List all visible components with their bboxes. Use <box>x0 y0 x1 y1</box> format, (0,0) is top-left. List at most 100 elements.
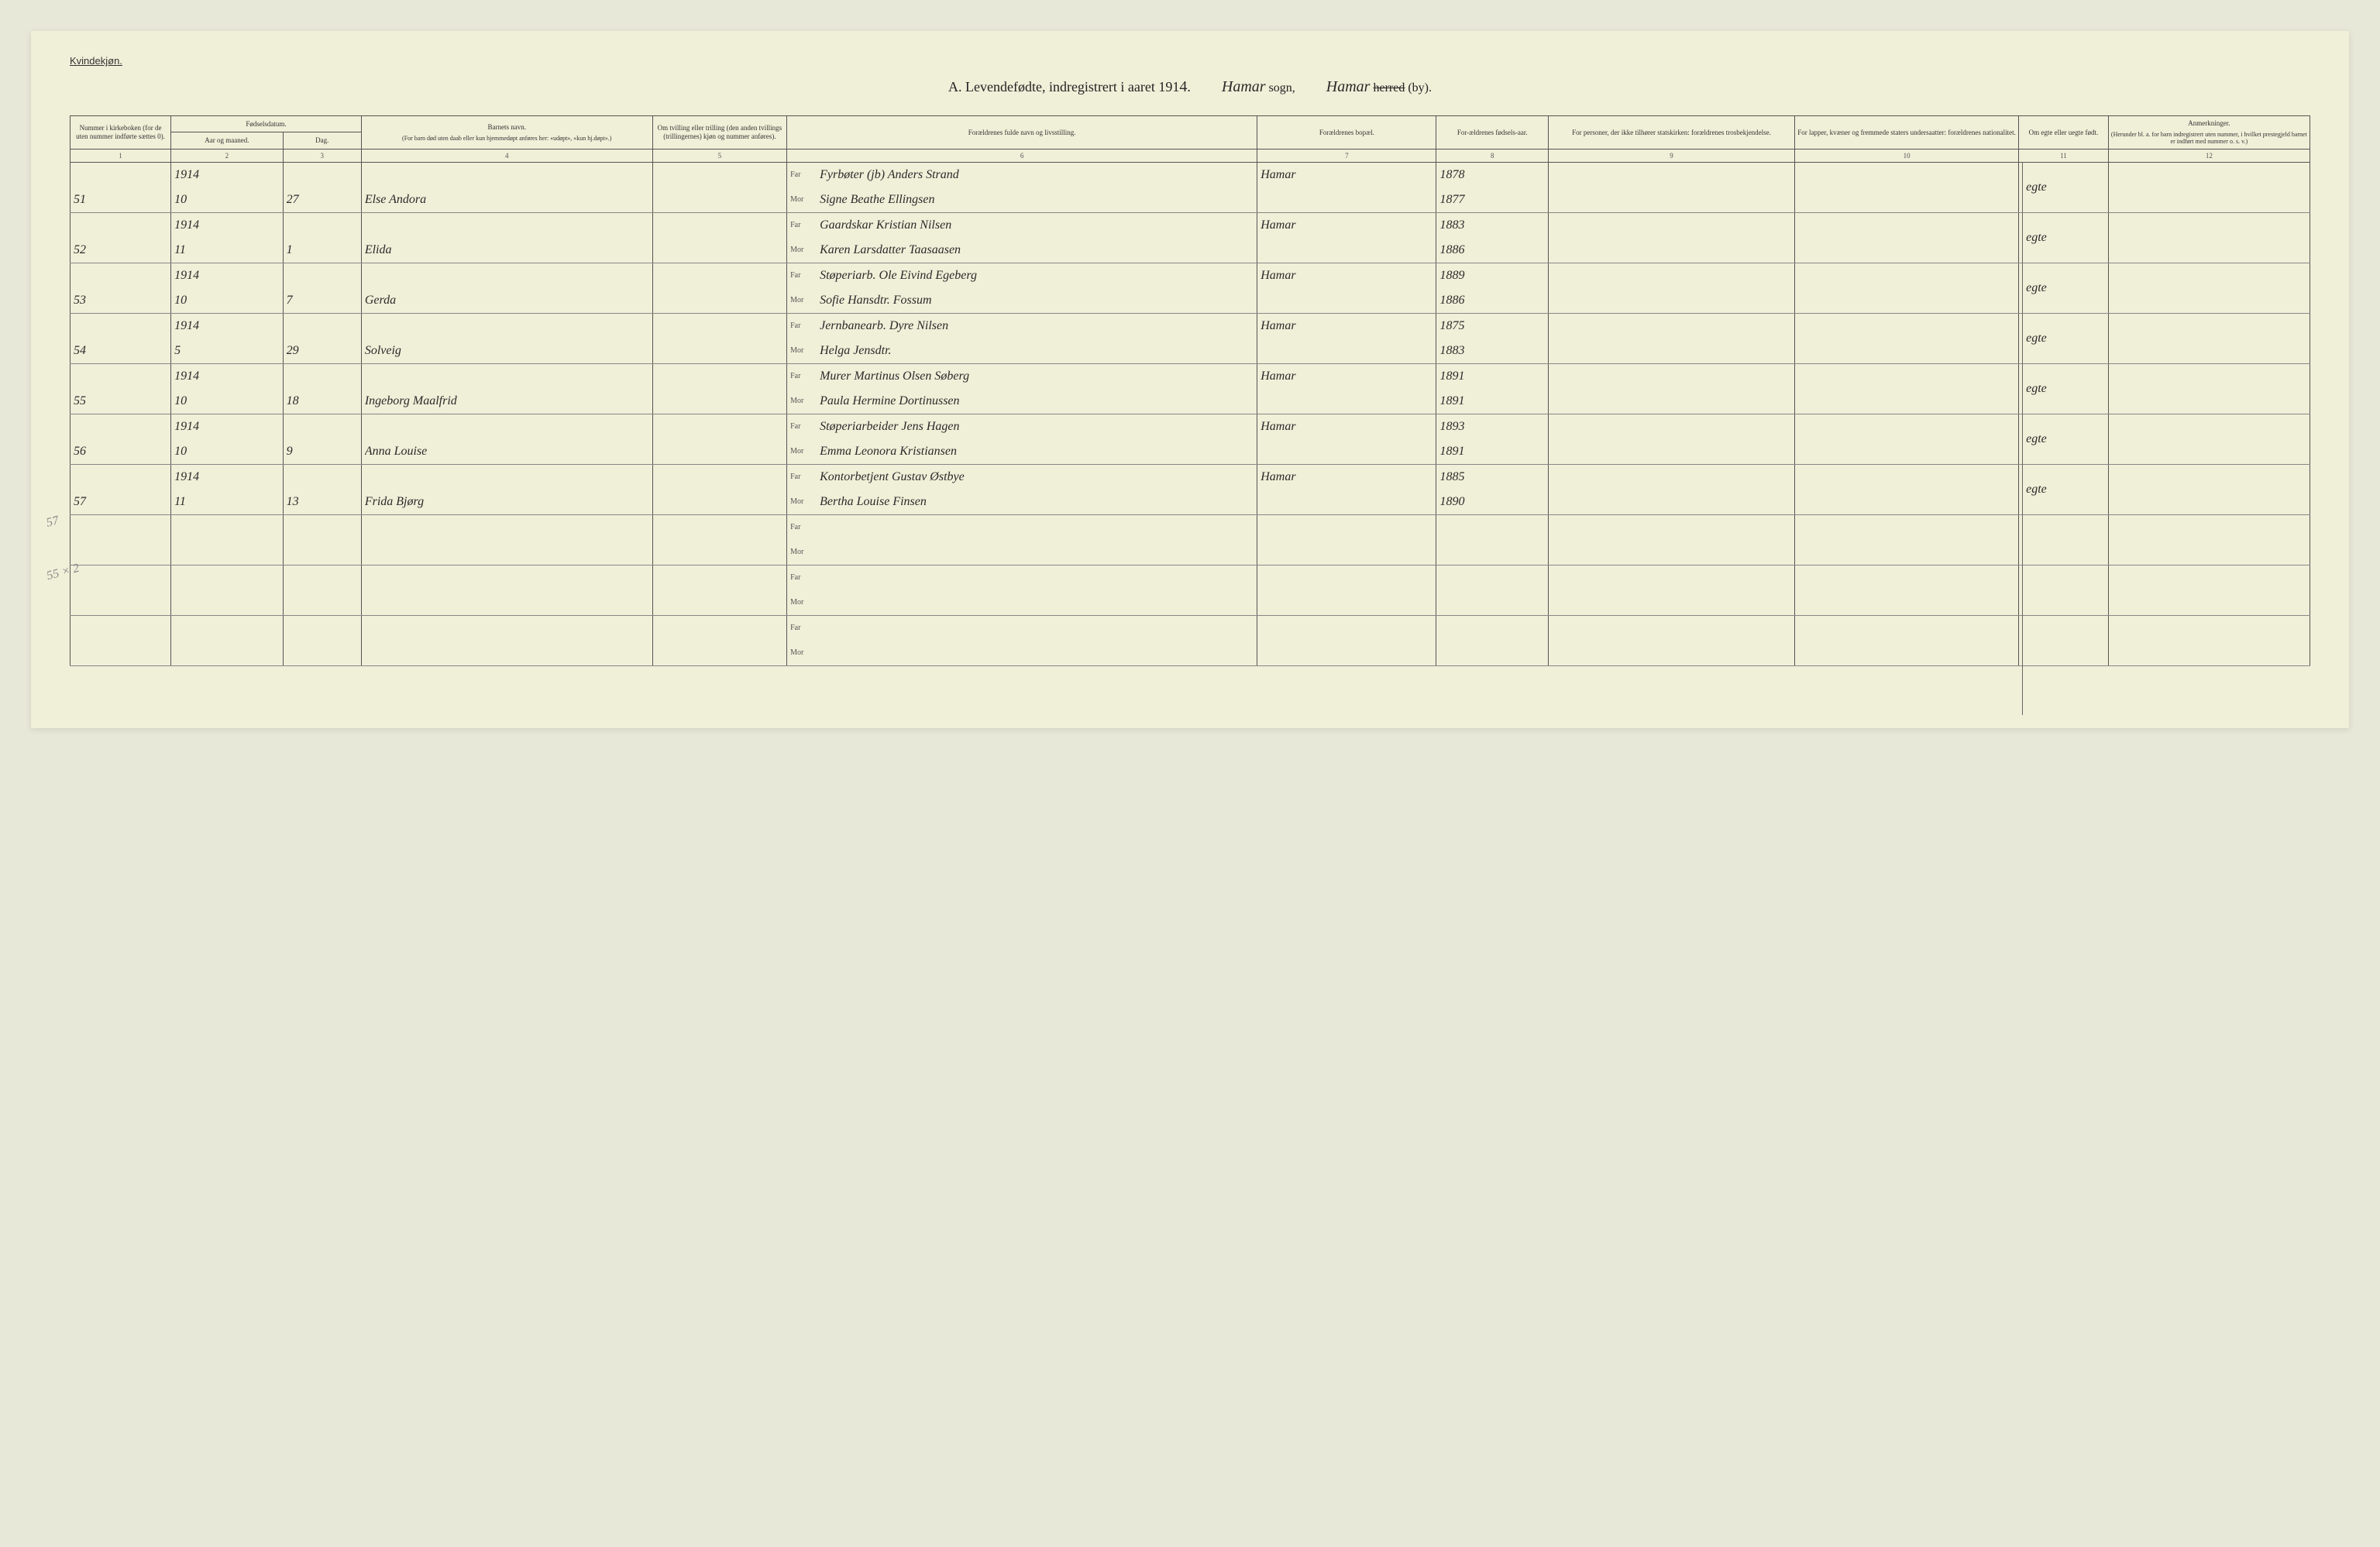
cell-number: 52 <box>71 212 171 263</box>
cell-child-name <box>361 514 652 565</box>
cell-child-name: Gerda <box>361 263 652 313</box>
mor-label: Mor <box>790 648 810 657</box>
entry-mother-year <box>1439 590 1545 615</box>
entry-month: 10 <box>174 187 280 212</box>
cell-residence: Hamar <box>1257 212 1436 263</box>
entry-mother-year: 1890 <box>1439 490 1545 514</box>
entry-year <box>174 566 280 590</box>
entry-mother: Sofie Hansdtr. Fossum <box>820 294 931 308</box>
cell-child-name: Anna Louise <box>361 414 652 464</box>
cell-year-month: 1914 5 <box>171 313 284 363</box>
cell-religion <box>1549 414 1795 464</box>
cell-legitimate: egte <box>2019 464 2109 514</box>
far-label: Far <box>790 473 810 481</box>
entry-mother-year: 1883 <box>1439 339 1545 363</box>
entry-child-name <box>365 590 649 615</box>
mor-label: Mor <box>790 397 810 405</box>
cell-remarks <box>2108 615 2309 665</box>
entry-father-year: 1889 <box>1439 263 1545 288</box>
cell-twin <box>652 514 786 565</box>
herred-group: Hamar herred (by). <box>1326 78 1432 96</box>
entry-number <box>74 641 167 665</box>
col-header-1: Nummer i kirkeboken (for de uten nummer … <box>71 116 171 150</box>
cell-religion <box>1549 363 1795 414</box>
entry-day: 27 <box>287 187 358 212</box>
cell-residence: Hamar <box>1257 363 1436 414</box>
cell-religion <box>1549 162 1795 212</box>
entry-month: 11 <box>174 490 280 514</box>
cell-day: 29 <box>283 313 361 363</box>
cell-residence: Hamar <box>1257 414 1436 464</box>
cell-parent-years <box>1436 615 1549 665</box>
table-row: 53 1914 10 7 Gerda FarStøperiarb. Ole Ei… <box>71 263 2310 313</box>
cell-legitimate: egte <box>2019 212 2109 263</box>
cell-nationality <box>1795 313 2019 363</box>
entry-number: 51 <box>74 187 167 212</box>
cell-nationality <box>1795 565 2019 615</box>
entry-month: 11 <box>174 238 280 263</box>
entry-legitimate <box>2022 515 2105 565</box>
entry-child-name: Solveig <box>365 339 649 363</box>
colnum-3: 3 <box>283 149 361 162</box>
entry-month <box>174 540 280 565</box>
cell-nationality <box>1795 263 2019 313</box>
cell-religion <box>1549 263 1795 313</box>
cell-nationality <box>1795 212 2019 263</box>
cell-remarks <box>2108 162 2309 212</box>
entry-residence: Hamar <box>1261 364 1432 389</box>
cell-day <box>283 565 361 615</box>
cell-day: 9 <box>283 414 361 464</box>
cell-legitimate: egte <box>2019 414 2109 464</box>
table-body: 51 1914 10 27 Else Andora FarFyrbøter (j… <box>71 162 2310 665</box>
cell-parent-years: 1885 1890 <box>1436 464 1549 514</box>
cell-parents: FarStøperiarbeider Jens Hagen MorEmma Le… <box>787 414 1257 464</box>
cell-twin <box>652 313 786 363</box>
herred-strike: herred <box>1373 81 1405 95</box>
register-table: Nummer i kirkeboken (for de uten nummer … <box>70 115 2310 666</box>
cell-residence: Hamar <box>1257 263 1436 313</box>
cell-parent-years: 1891 1891 <box>1436 363 1549 414</box>
table-row: 52 1914 11 1 Elida FarGaardskar Kristian… <box>71 212 2310 263</box>
far-label: Far <box>790 523 810 531</box>
entry-residence: Hamar <box>1261 163 1432 187</box>
entry-mother: Signe Beathe Ellingsen <box>820 193 934 207</box>
entry-father-year: 1883 <box>1439 213 1545 238</box>
entry-father-year: 1893 <box>1439 414 1545 439</box>
entry-mother: Helga Jensdtr. <box>820 344 891 358</box>
cell-remarks <box>2108 263 2309 313</box>
colnum-6: 6 <box>787 149 1257 162</box>
cell-parents: Far Mor <box>787 615 1257 665</box>
cell-nationality <box>1795 162 2019 212</box>
cell-parent-years: 1875 1883 <box>1436 313 1549 363</box>
table-row: 56 1914 10 9 Anna Louise FarStøperiarbei… <box>71 414 2310 464</box>
entry-legitimate: egte <box>2022 163 2105 212</box>
entry-month <box>174 641 280 665</box>
sogn-label: sogn, <box>1269 81 1295 95</box>
cell-number: 51 <box>71 162 171 212</box>
cell-parent-years: 1893 1891 <box>1436 414 1549 464</box>
cell-legitimate <box>2019 615 2109 665</box>
entry-number: 54 <box>74 339 167 363</box>
cell-parent-years: 1883 1886 <box>1436 212 1549 263</box>
entry-child-name: Elida <box>365 238 649 263</box>
far-label: Far <box>790 321 810 330</box>
entry-day: 13 <box>287 490 358 514</box>
cell-remarks <box>2108 514 2309 565</box>
cell-religion <box>1549 565 1795 615</box>
entry-mother-year: 1886 <box>1439 238 1545 263</box>
table-row: 57 1914 11 13 Frida Bjørg FarKontorbetje… <box>71 464 2310 514</box>
cell-legitimate: egte <box>2019 363 2109 414</box>
colnum-5: 5 <box>652 149 786 162</box>
entry-number <box>74 590 167 615</box>
cell-parents: Far Mor <box>787 514 1257 565</box>
entry-father: Støperiarb. Ole Eivind Egeberg <box>820 269 977 283</box>
col12-title: Anmerkninger. <box>2111 119 2307 128</box>
col-header-4: Barnets navn. (For barn død uten daab el… <box>361 116 652 150</box>
table-row: 55 1914 10 18 Ingeborg Maalfrid FarMurer… <box>71 363 2310 414</box>
colnum-10: 10 <box>1795 149 2019 162</box>
entry-child-name: Frida Bjørg <box>365 490 649 514</box>
entry-mother-year <box>1439 641 1545 665</box>
cell-nationality <box>1795 464 2019 514</box>
entry-mother-year: 1877 <box>1439 187 1545 212</box>
cell-year-month: 1914 10 <box>171 414 284 464</box>
